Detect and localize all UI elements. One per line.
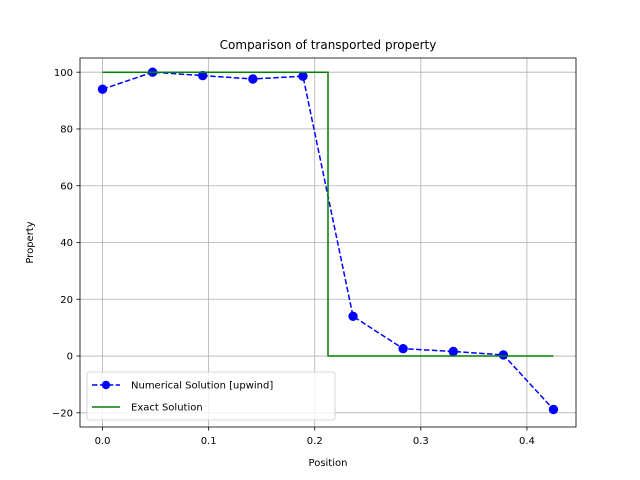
legend-label: Exact Solution bbox=[131, 403, 203, 414]
series-layer bbox=[97, 67, 559, 415]
data-point bbox=[448, 346, 458, 357]
data-point bbox=[198, 70, 208, 81]
x-axis-label: Position bbox=[309, 458, 348, 469]
y-tick-label: 100 bbox=[54, 68, 73, 79]
y-tick-label: 40 bbox=[60, 238, 73, 249]
legend: Numerical Solution [upwind] Exact Solutio… bbox=[86, 371, 336, 421]
data-point bbox=[298, 71, 308, 81]
x-tick-label: 0.0 bbox=[95, 436, 111, 447]
legend-entries: Numerical Solution [upwind] Exact Solutio… bbox=[92, 381, 273, 414]
y-tick-label: −20 bbox=[52, 408, 73, 419]
data-point bbox=[348, 311, 358, 321]
x-tick-label: 0.1 bbox=[201, 436, 217, 447]
data-point bbox=[548, 404, 559, 415]
data-point bbox=[248, 74, 258, 84]
y-tick-label: 20 bbox=[60, 295, 73, 306]
data-point bbox=[398, 343, 408, 354]
y-tick-label: 80 bbox=[60, 125, 73, 136]
legend-label: Numerical Solution [upwind] bbox=[131, 381, 273, 392]
y-tick-label: 60 bbox=[60, 181, 73, 192]
data-point bbox=[97, 84, 108, 94]
y-axis-label: Property bbox=[25, 221, 36, 263]
x-tick-label: 0.2 bbox=[307, 436, 323, 447]
series-line bbox=[102, 71, 554, 357]
data-point bbox=[498, 350, 509, 360]
x-tick-label: 0.3 bbox=[413, 436, 429, 447]
chart-title: Comparison of transported property bbox=[220, 38, 437, 52]
legend-swatch-marker bbox=[101, 380, 111, 390]
y-axis-ticks: −20 0 20 40 60 80 100 bbox=[52, 68, 80, 419]
x-axis-ticks: 0.0 0.1 0.2 0.3 0.4 bbox=[95, 427, 535, 447]
y-tick-label: 0 bbox=[67, 352, 73, 363]
x-tick-label: 0.4 bbox=[519, 436, 535, 447]
legend-box bbox=[86, 371, 336, 421]
